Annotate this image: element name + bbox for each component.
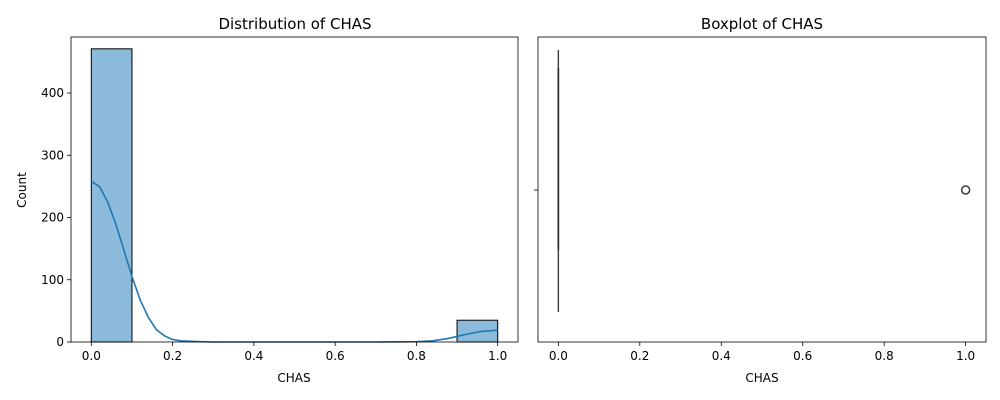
box-x-tick-label: 0.6: [793, 349, 812, 363]
hist-axes-frame: [70, 36, 519, 343]
hist-x-tick-label: 1.0: [488, 349, 507, 363]
box-axes-frame: [537, 36, 987, 343]
box-x-tick-label: 0.8: [875, 349, 894, 363]
hist-bar-0: [90, 48, 133, 343]
hist-x-tick-label: 0.0: [82, 349, 101, 363]
histogram-chart: Distribution of CHAS 0.0 0.2 0.4 0.6 0.8 1.0 …: [15, 15, 519, 385]
boxplot-chart: Boxplot of CHAS 0.0 0.2 0.4 0.6 0.8 1.0 CHAS: [534, 15, 987, 385]
hist-title: Distribution of CHAS: [218, 15, 371, 33]
box-x-tick-label: 0.2: [630, 349, 649, 363]
hist-y-tick-label: 400: [41, 86, 64, 100]
hist-x-tick-label: 0.6: [326, 349, 345, 363]
hist-x-tick-label: 0.4: [244, 349, 263, 363]
hist-y-tick-label: 100: [41, 273, 64, 287]
hist-x-axis-label: CHAS: [277, 371, 310, 385]
hist-y-tick-label: 300: [41, 148, 64, 162]
hist-y-tick-label: 200: [41, 211, 64, 225]
hist-y-axis-label: Count: [15, 172, 29, 208]
hist-x-tick-label: 0.8: [407, 349, 426, 363]
box-x-axis-label: CHAS: [745, 371, 778, 385]
box-x-tick-label: 1.0: [956, 349, 975, 363]
box-x-tick-label: 0.4: [712, 349, 731, 363]
box-x-tick-label: 0.0: [549, 349, 568, 363]
hist-y-tick-label: 0: [56, 335, 64, 349]
box-outlier-0: [960, 185, 971, 195]
box-title: Boxplot of CHAS: [701, 15, 823, 33]
hist-x-tick-label: 0.2: [163, 349, 182, 363]
kde-line: [90, 180, 498, 343]
